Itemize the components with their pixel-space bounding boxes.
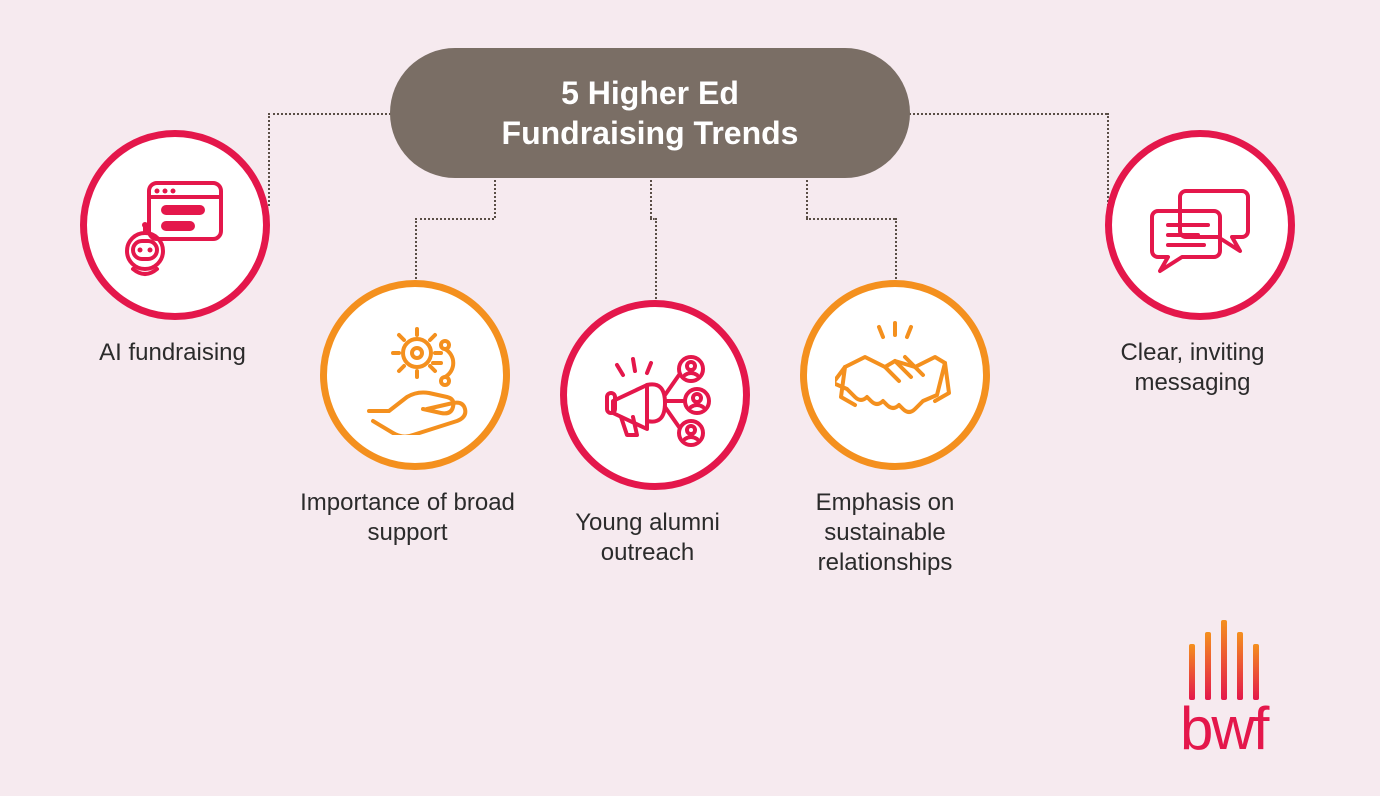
ai-chatbot-icon [115, 165, 235, 285]
trend-node-msg: Clear, inviting messaging [1105, 130, 1295, 398]
trend-label: Emphasis on sustainable relationships [770, 488, 1000, 578]
title-text: 5 Higher Ed Fundraising Trends [502, 73, 799, 153]
logo-bar [1205, 632, 1211, 700]
connector-line [268, 113, 395, 115]
trend-circle [320, 280, 510, 470]
handshake-icon [835, 315, 955, 435]
megaphone-outreach-icon [595, 335, 715, 455]
connector-line [806, 218, 895, 220]
trend-label: Young alumni outreach [538, 508, 758, 568]
infographic-canvas: 5 Higher Ed Fundraising Trends AI fundrai… [0, 0, 1380, 796]
trend-node-young: Young alumni outreach [560, 300, 750, 568]
logo-bar [1189, 644, 1195, 700]
trend-node-broad: Importance of broad support [320, 280, 510, 548]
connector-line [905, 113, 1107, 115]
trend-label: AI fundraising [73, 338, 273, 368]
connector-line [494, 175, 496, 218]
bwf-logo: bwf [1180, 620, 1267, 763]
connector-line [415, 218, 494, 220]
trend-circle [800, 280, 990, 470]
connector-line [895, 218, 897, 283]
title-line2: Fundraising Trends [502, 115, 799, 151]
trend-circle [80, 130, 270, 320]
logo-bars [1189, 620, 1259, 700]
trend-circle [560, 300, 750, 490]
logo-text: bwf [1180, 694, 1267, 763]
trend-node-ai: AI fundraising [80, 130, 270, 368]
trend-label: Importance of broad support [298, 488, 518, 548]
connector-line [655, 218, 657, 303]
trend-node-sustain: Emphasis on sustainable relationships [800, 280, 990, 578]
trend-circle [1105, 130, 1295, 320]
title-pill: 5 Higher Ed Fundraising Trends [390, 48, 910, 178]
trend-label: Clear, inviting messaging [1083, 338, 1303, 398]
logo-bar [1237, 632, 1243, 700]
connector-line [806, 175, 808, 218]
support-hand-gear-icon [355, 315, 475, 435]
logo-bar [1221, 620, 1227, 700]
chat-bubbles-icon [1140, 165, 1260, 285]
connector-line [415, 218, 417, 283]
connector-line [650, 175, 652, 218]
title-line1: 5 Higher Ed [561, 75, 739, 111]
logo-bar [1253, 644, 1259, 700]
